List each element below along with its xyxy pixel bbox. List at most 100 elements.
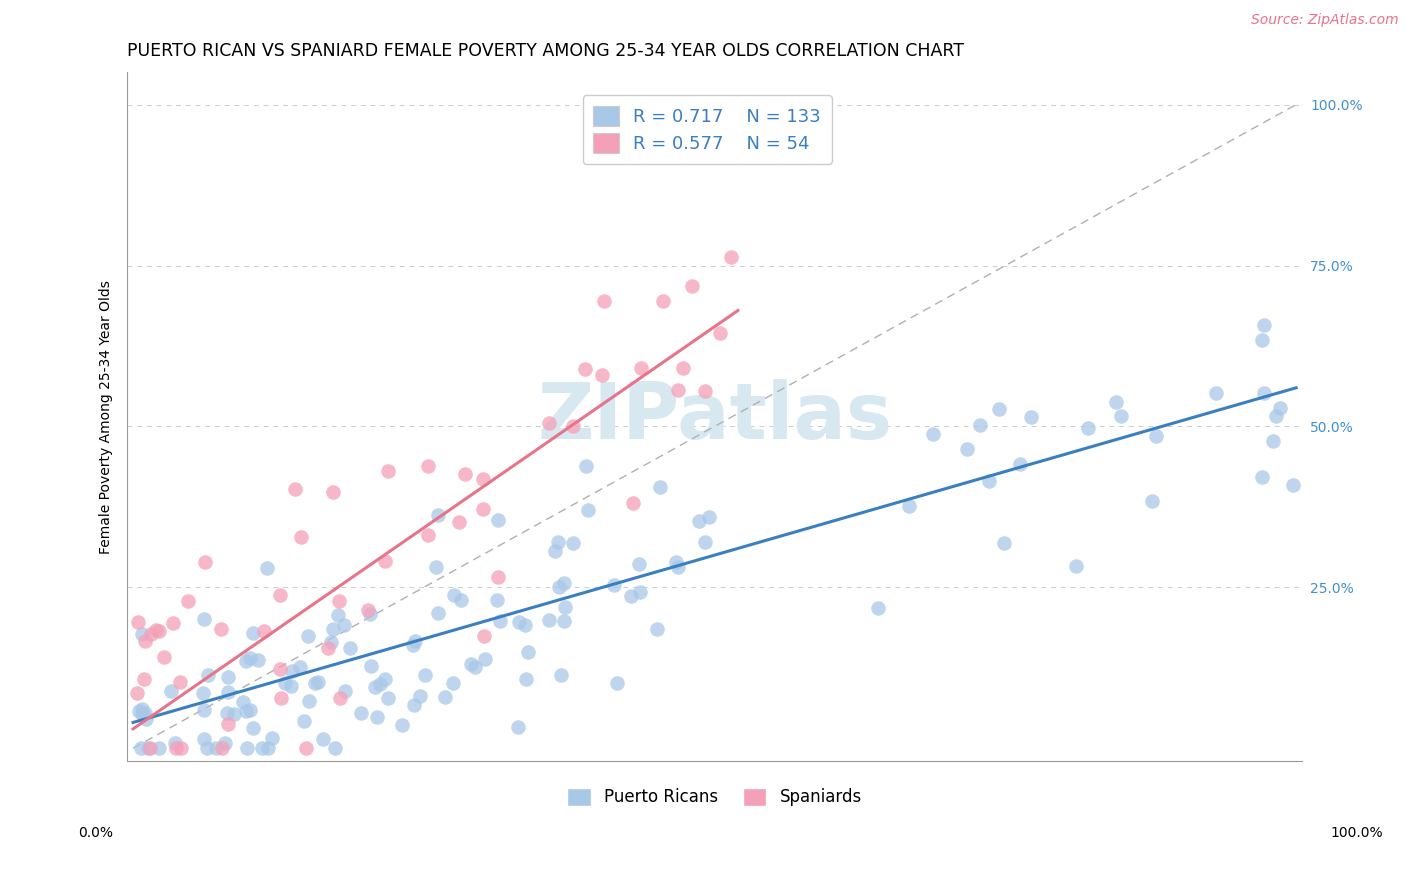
Point [443, 588, 465, 602]
Point [177, 594, 200, 608]
Point [125, 686, 148, 700]
Point [256, 561, 278, 575]
Point [993, 535, 1015, 549]
Point [374, 672, 396, 686]
Point [402, 638, 425, 652]
Point [290, 530, 312, 544]
Point [269, 662, 291, 676]
Point [404, 698, 426, 712]
Point [232, 695, 254, 709]
Point [720, 251, 742, 265]
Point [136, 741, 159, 756]
Point [253, 624, 276, 639]
Point [508, 615, 530, 630]
Point [1064, 558, 1087, 573]
Point [513, 618, 536, 632]
Point [450, 592, 472, 607]
Point [366, 710, 388, 724]
Point [681, 278, 703, 293]
Point [574, 361, 596, 376]
Point [688, 514, 710, 528]
Point [592, 294, 614, 309]
Point [602, 577, 624, 591]
Point [211, 741, 233, 756]
Point [1268, 401, 1291, 416]
Point [554, 599, 576, 614]
Point [193, 703, 215, 717]
Point [298, 694, 321, 708]
Point [131, 627, 153, 641]
Point [578, 503, 600, 517]
Point [517, 645, 540, 659]
Point [561, 535, 583, 549]
Point [1263, 434, 1285, 449]
Point [322, 485, 344, 500]
Point [195, 741, 218, 756]
Point [1140, 494, 1163, 508]
Point [148, 741, 170, 756]
Point [307, 675, 329, 690]
Point [621, 495, 644, 509]
Point [141, 627, 163, 641]
Point [214, 736, 236, 750]
Point [454, 467, 477, 482]
Point [222, 706, 245, 721]
Point [134, 634, 156, 648]
Point [472, 501, 495, 516]
Point [321, 635, 343, 649]
Point [425, 560, 447, 574]
Point [217, 685, 239, 699]
Point [129, 741, 152, 756]
Point [357, 603, 380, 617]
Point [165, 741, 187, 756]
Point [339, 640, 361, 655]
Point [977, 474, 1000, 488]
Point [215, 706, 238, 720]
Point [418, 528, 440, 542]
Point [205, 740, 228, 755]
Y-axis label: Female Poverty Among 25-34 Year Olds: Female Poverty Among 25-34 Year Olds [100, 280, 114, 554]
Point [131, 702, 153, 716]
Point [280, 679, 302, 693]
Point [209, 622, 232, 636]
Point [404, 633, 426, 648]
Point [132, 673, 155, 687]
Point [969, 418, 991, 433]
Point [135, 712, 157, 726]
Point [666, 383, 689, 397]
Point [329, 690, 352, 705]
Point [323, 741, 346, 756]
Point [257, 741, 280, 756]
Point [350, 706, 373, 720]
Point [553, 614, 575, 628]
Point [270, 691, 292, 706]
Point [235, 704, 257, 718]
Point [269, 588, 291, 602]
Point [620, 589, 643, 603]
Text: PUERTO RICAN VS SPANIARD FEMALE POVERTY AMONG 25-34 YEAR OLDS CORRELATION CHART: PUERTO RICAN VS SPANIARD FEMALE POVERTY … [128, 42, 965, 60]
Point [413, 667, 436, 681]
Point [665, 555, 688, 569]
Point [544, 544, 567, 558]
Point [449, 515, 471, 529]
Point [652, 294, 675, 309]
Point [628, 585, 651, 599]
Point [956, 442, 979, 457]
Point [464, 660, 486, 674]
Point [242, 721, 264, 735]
Point [489, 614, 512, 628]
Point [1077, 420, 1099, 434]
Point [359, 607, 381, 622]
Point [328, 594, 350, 608]
Text: 0.0%: 0.0% [79, 826, 112, 839]
Point [921, 426, 943, 441]
Point [538, 416, 561, 430]
Point [645, 623, 668, 637]
Point [606, 676, 628, 690]
Point [148, 624, 170, 639]
Point [391, 718, 413, 732]
Point [304, 676, 326, 690]
Point [127, 615, 149, 629]
Point [472, 471, 495, 485]
Point [364, 681, 387, 695]
